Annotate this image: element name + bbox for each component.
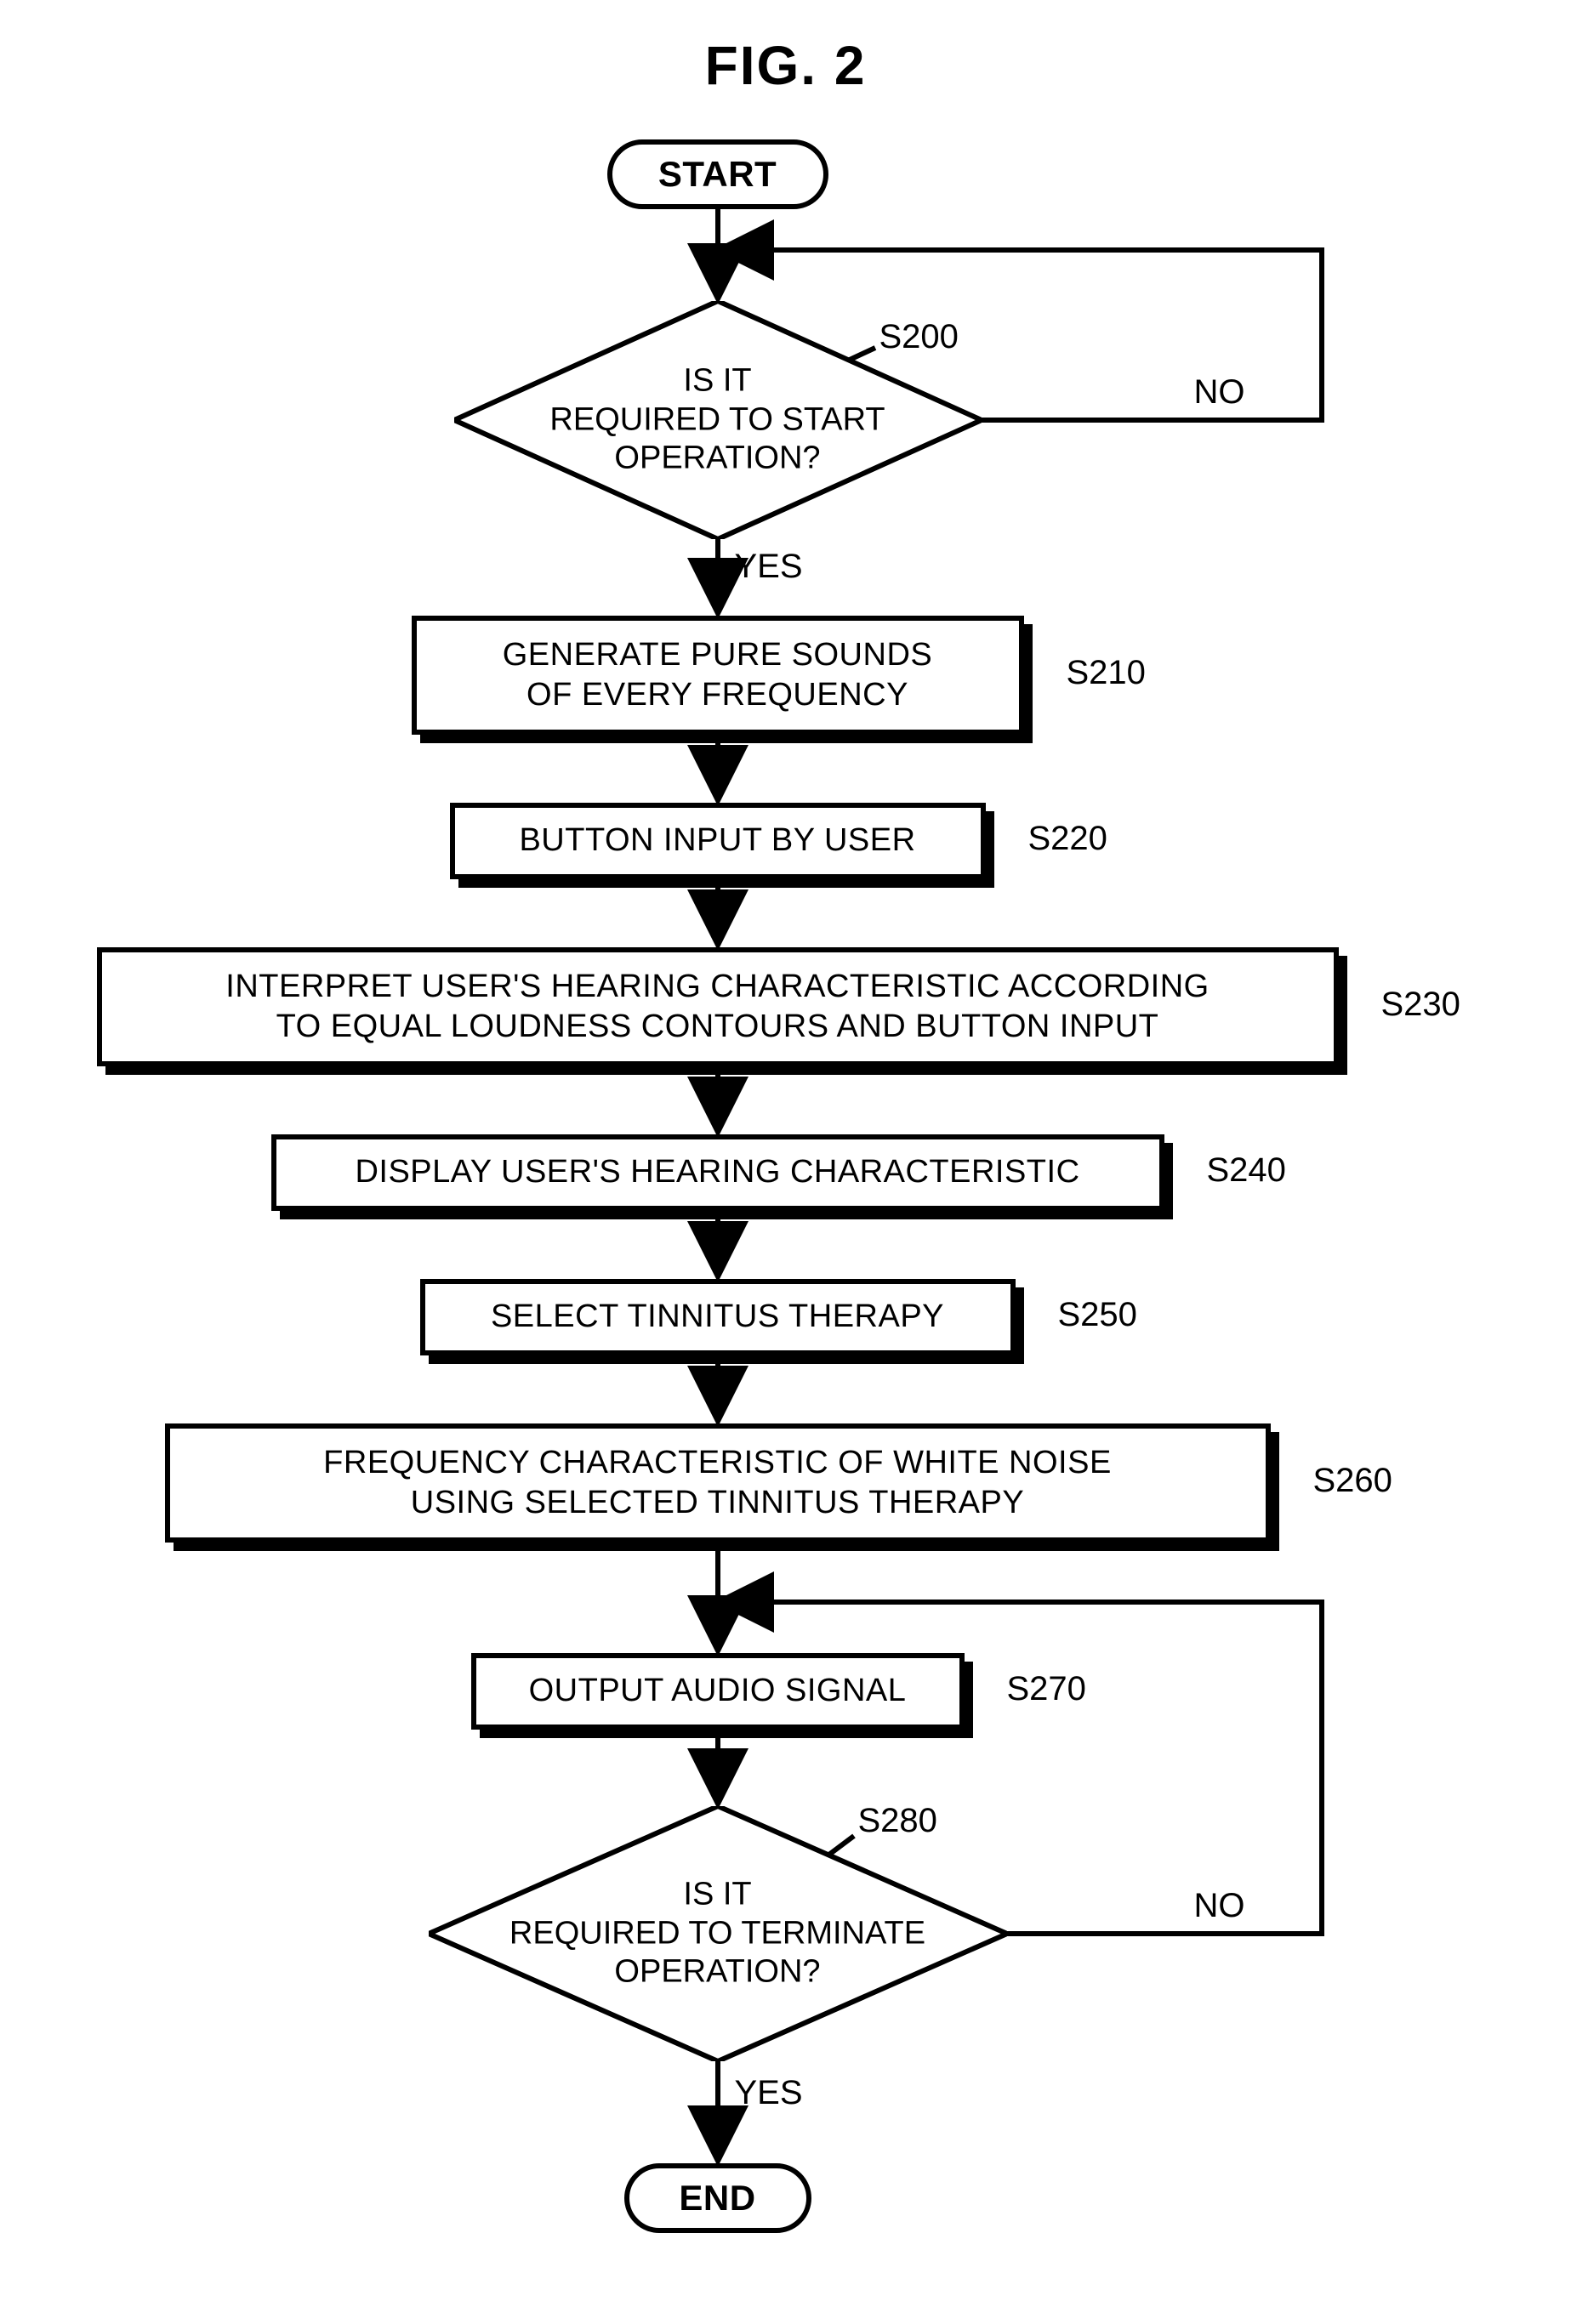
process-generate-sounds-text: GENERATE PURE SOUNDSOF EVERY FREQUENCY bbox=[503, 635, 932, 716]
label-s210: S210 bbox=[1067, 654, 1146, 692]
label-yes-2: YES bbox=[735, 2074, 803, 2112]
process-freq-char: FREQUENCY CHARACTERISTIC OF WHITE NOISEU… bbox=[165, 1423, 1271, 1543]
label-s260: S260 bbox=[1313, 1462, 1392, 1500]
start-text: START bbox=[658, 152, 777, 197]
decision-end-text: IS ITREQUIRED TO TERMINATEOPERATION? bbox=[509, 1876, 925, 1992]
flowchart: START IS ITREQUIRED TO STARTOPERATION? S… bbox=[63, 139, 1509, 2282]
label-yes-1: YES bbox=[735, 548, 803, 586]
label-s200: S200 bbox=[879, 318, 959, 356]
process-button-input: BUTTON INPUT BY USER bbox=[450, 803, 986, 879]
process-freq-char-text: FREQUENCY CHARACTERISTIC OF WHITE NOISEU… bbox=[323, 1443, 1112, 1524]
process-display: DISPLAY USER'S HEARING CHARACTERISTIC bbox=[271, 1134, 1164, 1211]
decision-start-text: IS ITREQUIRED TO STARTOPERATION? bbox=[549, 362, 885, 479]
label-s270: S270 bbox=[1007, 1670, 1086, 1708]
process-select-therapy-text: SELECT TINNITUS THERAPY bbox=[491, 1297, 944, 1338]
end-text: END bbox=[679, 2176, 755, 2221]
process-interpret: INTERPRET USER'S HEARING CHARACTERISTIC … bbox=[97, 947, 1339, 1066]
label-no-1: NO bbox=[1194, 373, 1245, 412]
label-no-2: NO bbox=[1194, 1887, 1245, 1925]
label-s240: S240 bbox=[1207, 1151, 1286, 1190]
figure-title: FIG. 2 bbox=[34, 34, 1537, 97]
end-terminator: END bbox=[624, 2163, 811, 2233]
process-button-input-text: BUTTON INPUT BY USER bbox=[519, 821, 915, 861]
decision-end: IS ITREQUIRED TO TERMINATEOPERATION? bbox=[429, 1806, 1007, 2061]
start-terminator: START bbox=[607, 139, 828, 209]
process-select-therapy: SELECT TINNITUS THERAPY bbox=[420, 1279, 1016, 1355]
label-s220: S220 bbox=[1028, 820, 1107, 858]
label-s230: S230 bbox=[1381, 986, 1460, 1024]
label-s280: S280 bbox=[858, 1802, 937, 1840]
process-output-audio: OUTPUT AUDIO SIGNAL bbox=[471, 1653, 965, 1730]
label-s250: S250 bbox=[1058, 1296, 1137, 1334]
process-display-text: DISPLAY USER'S HEARING CHARACTERISTIC bbox=[355, 1152, 1079, 1193]
process-output-audio-text: OUTPUT AUDIO SIGNAL bbox=[529, 1671, 907, 1712]
process-generate-sounds: GENERATE PURE SOUNDSOF EVERY FREQUENCY bbox=[412, 616, 1024, 735]
process-interpret-text: INTERPRET USER'S HEARING CHARACTERISTIC … bbox=[225, 967, 1209, 1048]
